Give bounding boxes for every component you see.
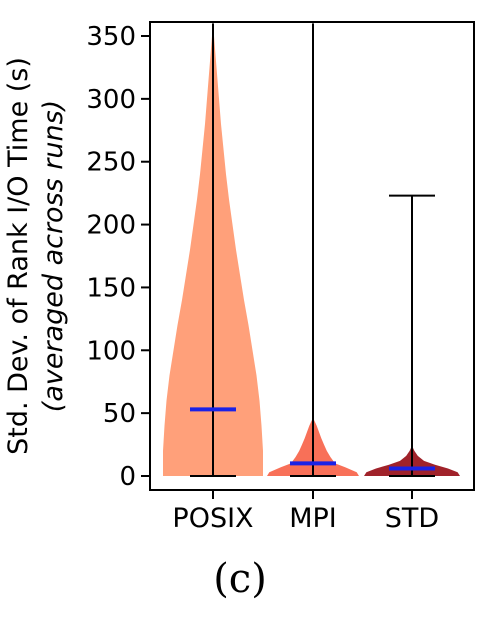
y-axis-sublabel: (averaged across runs) <box>38 100 69 412</box>
x-tick-label: POSIX <box>172 503 253 534</box>
x-tick-label: MPI <box>289 503 337 534</box>
y-tick-label: 50 <box>103 399 136 429</box>
y-tick-label: 100 <box>86 336 136 366</box>
y-tick-label: 0 <box>119 462 136 492</box>
y-axis: 0 50 100 150 200 250 300 350 <box>86 22 150 492</box>
y-axis-label: Std. Dev. of Rank I/O Time (s) <box>3 57 34 455</box>
y-tick-label: 300 <box>86 85 136 115</box>
figure-caption: (c) <box>213 556 267 602</box>
y-tick-label: 200 <box>86 211 136 241</box>
x-axis: POSIX MPI STD <box>172 490 439 534</box>
y-tick-label: 350 <box>86 22 136 52</box>
y-tick-label: 150 <box>86 273 136 303</box>
violins-layer <box>163 23 460 477</box>
y-tick-label: 250 <box>86 148 136 178</box>
x-tick-label: STD <box>385 503 439 534</box>
y-axis-label-group: Std. Dev. of Rank I/O Time (s) (averaged… <box>3 57 69 455</box>
plot-frame <box>149 21 475 491</box>
